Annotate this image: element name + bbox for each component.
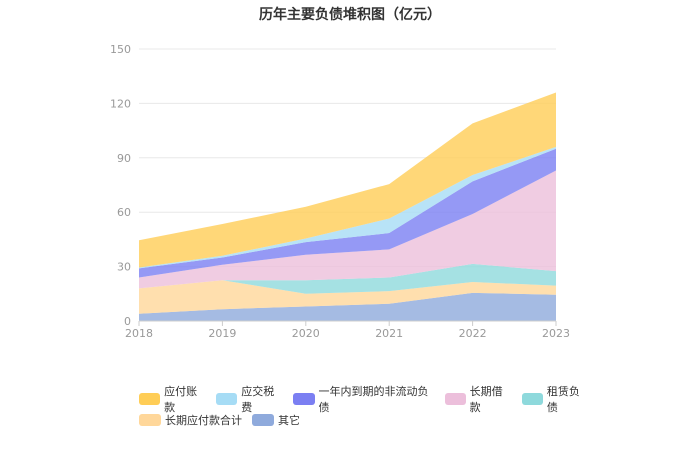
legend-item[interactable]: 应交税费 [216, 383, 283, 415]
legend-item[interactable]: 其它 [252, 412, 300, 428]
y-tick-label: 90 [117, 152, 131, 165]
legend: 应付账款 应交税费 一年内到期的非流动负债 长期借款 租赁负债 长期应付款合计 其它 [139, 385, 599, 434]
legend-swatch [139, 414, 161, 426]
y-tick-label: 30 [117, 261, 131, 274]
y-tick-label: 0 [124, 315, 131, 328]
legend-row: 应付账款 应交税费 一年内到期的非流动负债 长期借款 租赁负债 [139, 385, 599, 414]
axes: 0 30 60 90 120 150 2018 2019 2020 2021 2022 2023 [110, 43, 570, 340]
x-tick-label: 2020 [292, 327, 320, 340]
series-area [139, 148, 556, 278]
x-tick-label: 2022 [459, 327, 487, 340]
y-tick-label: 120 [110, 97, 131, 110]
series-area [139, 280, 556, 314]
area-series [139, 92, 556, 321]
legend-label: 长期应付款合计 [165, 414, 242, 427]
legend-swatch [139, 393, 161, 405]
series-area [139, 263, 556, 294]
legend-swatch [444, 393, 466, 405]
x-tick-label: 2021 [375, 327, 403, 340]
legend-label: 一年内到期的非流动负债 [318, 385, 429, 414]
legend-swatch [293, 393, 315, 405]
legend-label: 租赁负债 [546, 385, 580, 414]
legend-item[interactable]: 应付账款 [139, 383, 206, 415]
y-tick-label: 60 [117, 206, 131, 219]
legend-swatch [252, 414, 274, 426]
x-tick-label: 2023 [542, 327, 570, 340]
chart-title: 历年主要负债堆积图（亿元） [259, 7, 441, 23]
x-tick-label: 2018 [125, 327, 153, 340]
series-area [139, 170, 556, 289]
legend-item[interactable]: 长期应付款合计 [139, 412, 242, 428]
legend-label: 长期借款 [469, 385, 503, 414]
legend-item[interactable]: 租赁负债 [521, 383, 589, 415]
legend-label: 应付账款 [164, 385, 198, 414]
legend-item[interactable]: 长期借款 [444, 383, 512, 415]
legend-row: 长期应付款合计 其它 [139, 413, 599, 427]
series-area [139, 292, 556, 321]
legend-label: 应交税费 [241, 385, 275, 414]
y-tick-label: 150 [110, 43, 131, 56]
legend-item[interactable]: 一年内到期的非流动负债 [293, 383, 434, 415]
x-tick-label: 2019 [208, 327, 236, 340]
series-area [139, 92, 556, 268]
legend-swatch [521, 393, 543, 405]
legend-label: 其它 [278, 414, 300, 427]
legend-swatch [216, 393, 238, 405]
